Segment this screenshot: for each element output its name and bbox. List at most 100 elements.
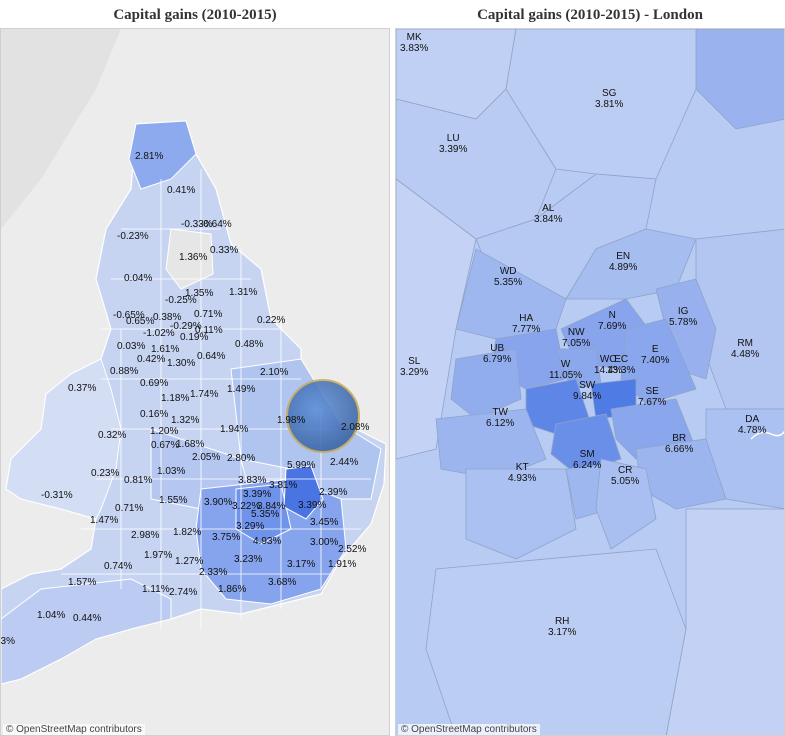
postcode-code: CR bbox=[617, 465, 633, 476]
postcode-area-ub: UB 6.79% bbox=[483, 343, 511, 365]
region-value-label: -0.64% bbox=[200, 219, 232, 230]
region-value-label: 0.71% bbox=[194, 309, 223, 320]
london-map[interactable]: MK 3.83% SG 3.81% LU 3.39% AL 3.84% EN 4.89% WD 5.3… bbox=[395, 28, 785, 736]
region-value-label: 0.03% bbox=[117, 341, 146, 352]
region-value-label: 0.37% bbox=[68, 383, 97, 394]
region-value-label: 3.83% bbox=[238, 475, 267, 486]
postcode-value: 3.17% bbox=[548, 627, 577, 638]
postcode-code: RH bbox=[554, 616, 570, 627]
postcode-value: 3.29% bbox=[400, 367, 429, 378]
postcode-area-w: W 11.05% bbox=[549, 359, 582, 381]
watermark-logo bbox=[286, 379, 360, 453]
postcode-value: 14.4% bbox=[594, 365, 623, 376]
postcode-code: SW bbox=[579, 380, 596, 391]
postcode-area-wd: WD 5.35% bbox=[494, 266, 522, 288]
region-value-label: 0.23% bbox=[91, 468, 120, 479]
postcode-area-lu: LU 3.39% bbox=[439, 133, 467, 155]
region-value-label: 0.16% bbox=[140, 409, 169, 420]
region-value-label: 3.22% bbox=[232, 501, 261, 512]
region-value-label: -0.65% bbox=[113, 310, 145, 321]
postcode-code: SE bbox=[645, 386, 659, 397]
england-map[interactable]: 2.81% 0.41% -0.33% -0.64% -0.23% 1.36% 0.33% 0.… bbox=[0, 28, 390, 736]
postcode-code: WD bbox=[499, 266, 517, 277]
region-value-label: 3.29% bbox=[236, 521, 265, 532]
postcode-area-rm: RM 4.48% bbox=[731, 338, 759, 360]
region-value-label: 0.67% bbox=[151, 440, 180, 451]
region-value-label: 4.93% bbox=[253, 536, 282, 547]
region-value-label: 0.81% bbox=[124, 475, 153, 486]
region-value-label: 1.20% bbox=[150, 426, 179, 437]
region-value-label: 0.74% bbox=[104, 561, 133, 572]
right-map-attribution[interactable]: © OpenStreetMap contributors bbox=[398, 724, 540, 735]
region-value-label: 1.68% bbox=[176, 439, 205, 450]
region-value-label: 1.03% bbox=[157, 466, 186, 477]
postcode-code: UB bbox=[490, 343, 505, 354]
postcode-area-kt: KT 4.93% bbox=[508, 462, 536, 484]
postcode-area-e: E 7.40% bbox=[641, 344, 669, 366]
postcode-area-ig: IG 5.78% bbox=[669, 306, 697, 328]
region-value-label: 1.11% bbox=[142, 584, 170, 595]
region-value-label: 3.39% bbox=[298, 500, 327, 511]
postcode-code: W bbox=[560, 359, 571, 370]
postcode-value: 7.69% bbox=[598, 321, 627, 332]
postcode-area-nw: NW 7.05% bbox=[562, 327, 590, 349]
postcode-area-wc: WC 14.4% bbox=[594, 354, 622, 376]
region-value-label: 2.81% bbox=[135, 151, 164, 162]
region-value-label: 3.17% bbox=[287, 559, 316, 570]
postcode-area-en: EN 4.89% bbox=[609, 251, 637, 273]
postcode-area-sg: SG 3.81% bbox=[595, 88, 623, 110]
postcode-value: 7.40% bbox=[641, 355, 670, 366]
region-value-label: -0.23% bbox=[117, 231, 149, 242]
region-value-label: 0.11% bbox=[195, 325, 223, 336]
postcode-code: EC bbox=[614, 354, 629, 365]
postcode-code: KT bbox=[515, 462, 529, 473]
region-value-label: 1.47% bbox=[90, 515, 119, 526]
postcode-value: 3.84% bbox=[534, 214, 563, 225]
postcode-area-br: BR 6.66% bbox=[665, 433, 693, 455]
region-value-label: 2.33% bbox=[199, 567, 228, 578]
left-map-attribution[interactable]: © OpenStreetMap contributors bbox=[3, 724, 145, 735]
region-value-label: 3.68% bbox=[268, 577, 297, 588]
postcode-value: 7.77% bbox=[512, 324, 541, 335]
region-value-label: 3.45% bbox=[310, 517, 339, 528]
postcode-code: HA bbox=[519, 313, 534, 324]
postcode-code: WC bbox=[599, 354, 617, 365]
postcode-code: NW bbox=[567, 327, 585, 338]
region-value-label: 3.23% bbox=[234, 554, 263, 565]
region-value-label: 1.35% bbox=[185, 288, 214, 299]
region-value-label: 1.30% bbox=[167, 358, 196, 369]
region-value-label: 0.71% bbox=[115, 503, 144, 514]
region-value-label: 0.19% bbox=[180, 332, 209, 343]
postcode-code: DA bbox=[745, 414, 760, 425]
postcode-value: 7.67% bbox=[638, 397, 667, 408]
region-value-label: -1.02% bbox=[143, 328, 175, 339]
postcode-area-n: N 7.69% bbox=[598, 310, 626, 332]
postcode-area-mk: MK 3.83% bbox=[400, 32, 428, 54]
region-value-label: 3.39% bbox=[243, 489, 272, 500]
region-value-label: 3.90% bbox=[204, 497, 233, 508]
region-value-label: 0.32% bbox=[98, 430, 127, 441]
region-value-label: 1.04% bbox=[37, 610, 66, 621]
postcode-value: 6.66% bbox=[665, 444, 694, 455]
region-value-label: 0.41% bbox=[167, 185, 196, 196]
postcode-code: IG bbox=[677, 306, 689, 317]
postcode-value: 13.3% bbox=[607, 365, 636, 376]
region-value-label: 2.80% bbox=[227, 453, 256, 464]
region-value-label: 2.10% bbox=[260, 367, 289, 378]
postcode-code: RM bbox=[737, 338, 753, 349]
postcode-value: 3.83% bbox=[400, 43, 429, 54]
postcode-area-al: AL 3.84% bbox=[534, 203, 562, 225]
region-value-label: 1.61% bbox=[151, 344, 180, 355]
region-value-label: 3.81% bbox=[269, 480, 298, 491]
region-value-label: -0.33% bbox=[181, 219, 213, 230]
region-value-label: 1.91% bbox=[328, 559, 357, 570]
region-value-label: 1.31% bbox=[229, 287, 258, 298]
region-value-label: 0.88% bbox=[110, 366, 139, 377]
region-value-label: 0.48% bbox=[235, 339, 264, 350]
region-value-label: -0.29% bbox=[170, 321, 202, 332]
postcode-area-cr: CR 5.05% bbox=[611, 465, 639, 487]
postcode-value: 5.35% bbox=[494, 277, 523, 288]
postcode-value: 3.39% bbox=[439, 144, 468, 155]
region-value-label: 1.74% bbox=[190, 389, 219, 400]
postcode-value: 3.81% bbox=[595, 99, 624, 110]
